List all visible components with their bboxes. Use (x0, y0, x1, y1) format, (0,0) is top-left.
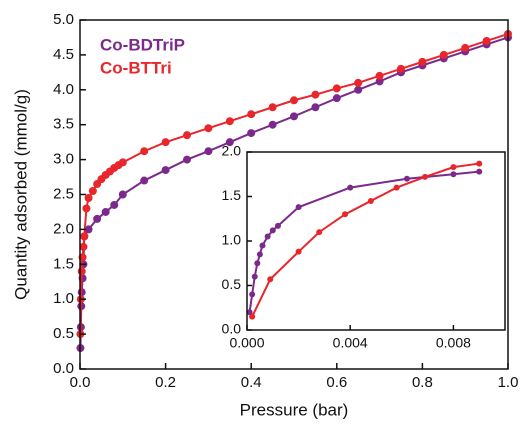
x-tick-label: 0.008 (436, 335, 471, 351)
data-point (418, 57, 427, 66)
data-point (183, 155, 191, 164)
data-point (422, 173, 429, 180)
x-tick-label: 0.6 (326, 374, 347, 391)
data-point (332, 94, 341, 103)
data-point (295, 204, 302, 211)
data-point (439, 50, 448, 59)
data-point (274, 222, 281, 229)
data-point (393, 184, 400, 191)
data-point (249, 291, 256, 298)
data-point (110, 200, 119, 209)
data-point (375, 77, 384, 86)
y-tick-label: 0.0 (222, 321, 242, 337)
data-point (450, 164, 457, 171)
data-point (375, 71, 384, 80)
data-point (269, 227, 276, 234)
data-point (259, 242, 266, 249)
data-point (246, 309, 253, 316)
data-point (140, 176, 149, 185)
data-point (347, 184, 354, 191)
data-point (161, 138, 170, 147)
data-point (118, 190, 127, 199)
y-tick-label: 2.0 (53, 220, 74, 237)
data-point (84, 193, 93, 202)
data-point (354, 85, 363, 94)
x-axis-label: Pressure (bar) (240, 400, 349, 419)
inset-background (247, 152, 505, 330)
x-tick-label: 0.0 (70, 374, 91, 391)
y-tick-label: 4.5 (53, 46, 74, 63)
series-line (251, 162, 480, 318)
y-axis-label: Quantity adsorbed (mmol/g) (11, 89, 30, 300)
y-tick-label: 2.0 (222, 143, 242, 159)
data-point (183, 131, 191, 140)
x-tick-label: 0.004 (333, 335, 368, 351)
data-point (247, 110, 256, 119)
y-tick-label: 5.0 (53, 11, 74, 28)
data-point (247, 129, 256, 138)
y-tick-label: 0.0 (53, 360, 74, 377)
data-point (268, 103, 277, 112)
legend-entry: Co-BDTriP (100, 35, 185, 54)
y-tick-label: 3.0 (53, 151, 74, 168)
data-point (342, 211, 349, 218)
data-point (251, 273, 258, 280)
data-point (397, 64, 405, 73)
y-tick-label: 3.5 (53, 116, 74, 133)
data-point (93, 214, 102, 223)
data-point (290, 112, 298, 121)
data-point (476, 168, 483, 175)
data-point (254, 260, 261, 267)
data-point (311, 90, 320, 99)
data-point (79, 242, 88, 251)
series-line (79, 33, 509, 335)
y-tick-label: 4.0 (53, 81, 74, 98)
data-point (476, 160, 483, 167)
y-tick-label: 0.5 (222, 276, 242, 292)
data-point (316, 229, 323, 236)
x-tick-label: 0.000 (229, 335, 264, 351)
data-point (267, 276, 274, 283)
data-point (204, 147, 213, 156)
y-tick-label: 1.5 (53, 255, 74, 272)
x-tick-label: 0.8 (412, 374, 433, 391)
data-point (256, 251, 263, 258)
data-point (161, 166, 170, 175)
data-point (403, 175, 410, 182)
x-tick-label: 0.2 (155, 374, 176, 391)
data-point (204, 124, 213, 133)
data-point (82, 204, 91, 213)
data-point (367, 197, 374, 204)
data-point (311, 103, 320, 112)
data-point (84, 225, 93, 234)
data-point (118, 158, 127, 167)
data-point (450, 171, 457, 178)
data-point (249, 313, 256, 320)
data-point (88, 187, 97, 196)
x-tick-label: 1.0 (498, 374, 519, 391)
data-point (264, 233, 271, 240)
legend-entry: Co-BTTri (100, 58, 172, 77)
y-tick-label: 1.0 (222, 232, 242, 248)
y-tick-label: 0.5 (53, 325, 74, 342)
y-tick-label: 1.5 (222, 187, 242, 203)
data-point (354, 78, 363, 87)
data-point (80, 232, 89, 241)
y-tick-label: 2.5 (53, 185, 74, 202)
data-point (332, 84, 341, 93)
data-point (482, 36, 491, 45)
data-point (268, 120, 277, 129)
data-point (225, 117, 234, 126)
data-point (77, 267, 86, 276)
data-point (290, 96, 298, 105)
data-point (140, 147, 149, 156)
x-tick-label: 0.4 (241, 374, 262, 391)
data-point (101, 207, 110, 216)
data-point (295, 248, 302, 255)
y-tick-label: 1.0 (53, 290, 74, 307)
data-point (225, 138, 234, 147)
data-point (461, 43, 470, 52)
